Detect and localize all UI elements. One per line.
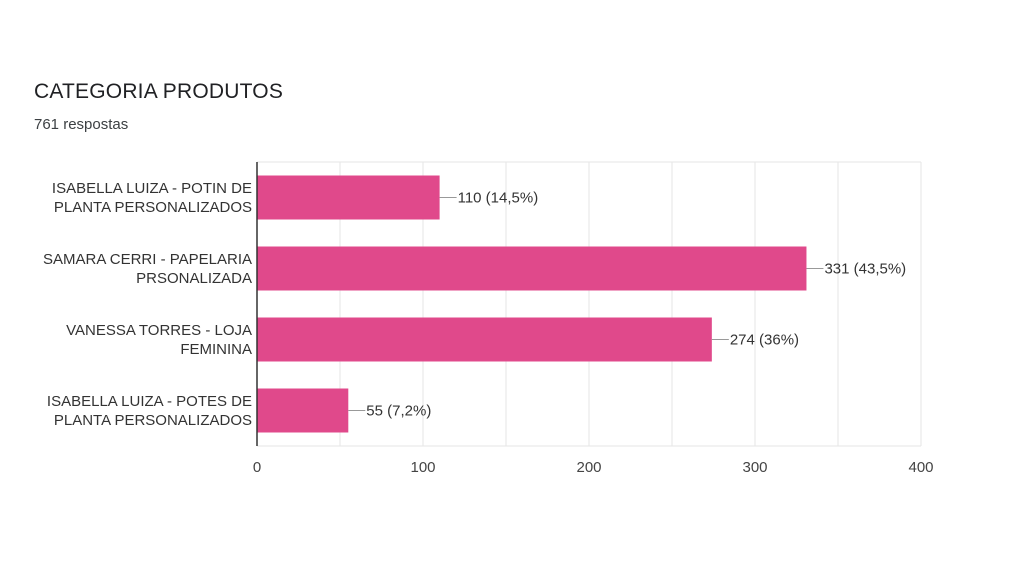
category-label-3-line-1: VANESSA TORRES - LOJA xyxy=(66,322,252,339)
category-label-4-line-2: PLANTA PERSONALIZADOS xyxy=(54,412,252,429)
x-tick-label-200: 200 xyxy=(576,459,601,476)
bar-2 xyxy=(257,246,807,291)
category-label-1-line-1: ISABELLA LUIZA - POTIN DE xyxy=(52,180,252,197)
x-tick-label-0: 0 xyxy=(253,459,261,476)
category-label-1-line-2: PLANTA PERSONALIZADOS xyxy=(54,199,252,216)
data-label-2: 331 (43,5%) xyxy=(824,261,906,278)
data-label-1: 110 (14,5%) xyxy=(458,190,539,207)
data-label-3: 274 (36%) xyxy=(730,332,799,349)
response-count: 761 respostas xyxy=(34,116,129,133)
category-label-4-line-1: ISABELLA LUIZA - POTES DE xyxy=(47,393,252,410)
x-tick-label-300: 300 xyxy=(742,459,767,476)
data-label-4: 55 (7,2%) xyxy=(366,403,431,420)
category-label-3-line-2: FEMININA xyxy=(180,341,252,358)
bar-3 xyxy=(257,317,712,362)
bar-1 xyxy=(257,175,440,220)
x-tick-label-100: 100 xyxy=(410,459,435,476)
category-label-2-line-2: PRSONALIZADA xyxy=(136,270,252,287)
chart-title: CATEGORIA PRODUTOS xyxy=(34,80,284,103)
bar-4 xyxy=(257,388,349,433)
category-label-2-line-1: SAMARA CERRI - PAPELARIA xyxy=(43,251,252,268)
x-tick-label-400: 400 xyxy=(908,459,933,476)
